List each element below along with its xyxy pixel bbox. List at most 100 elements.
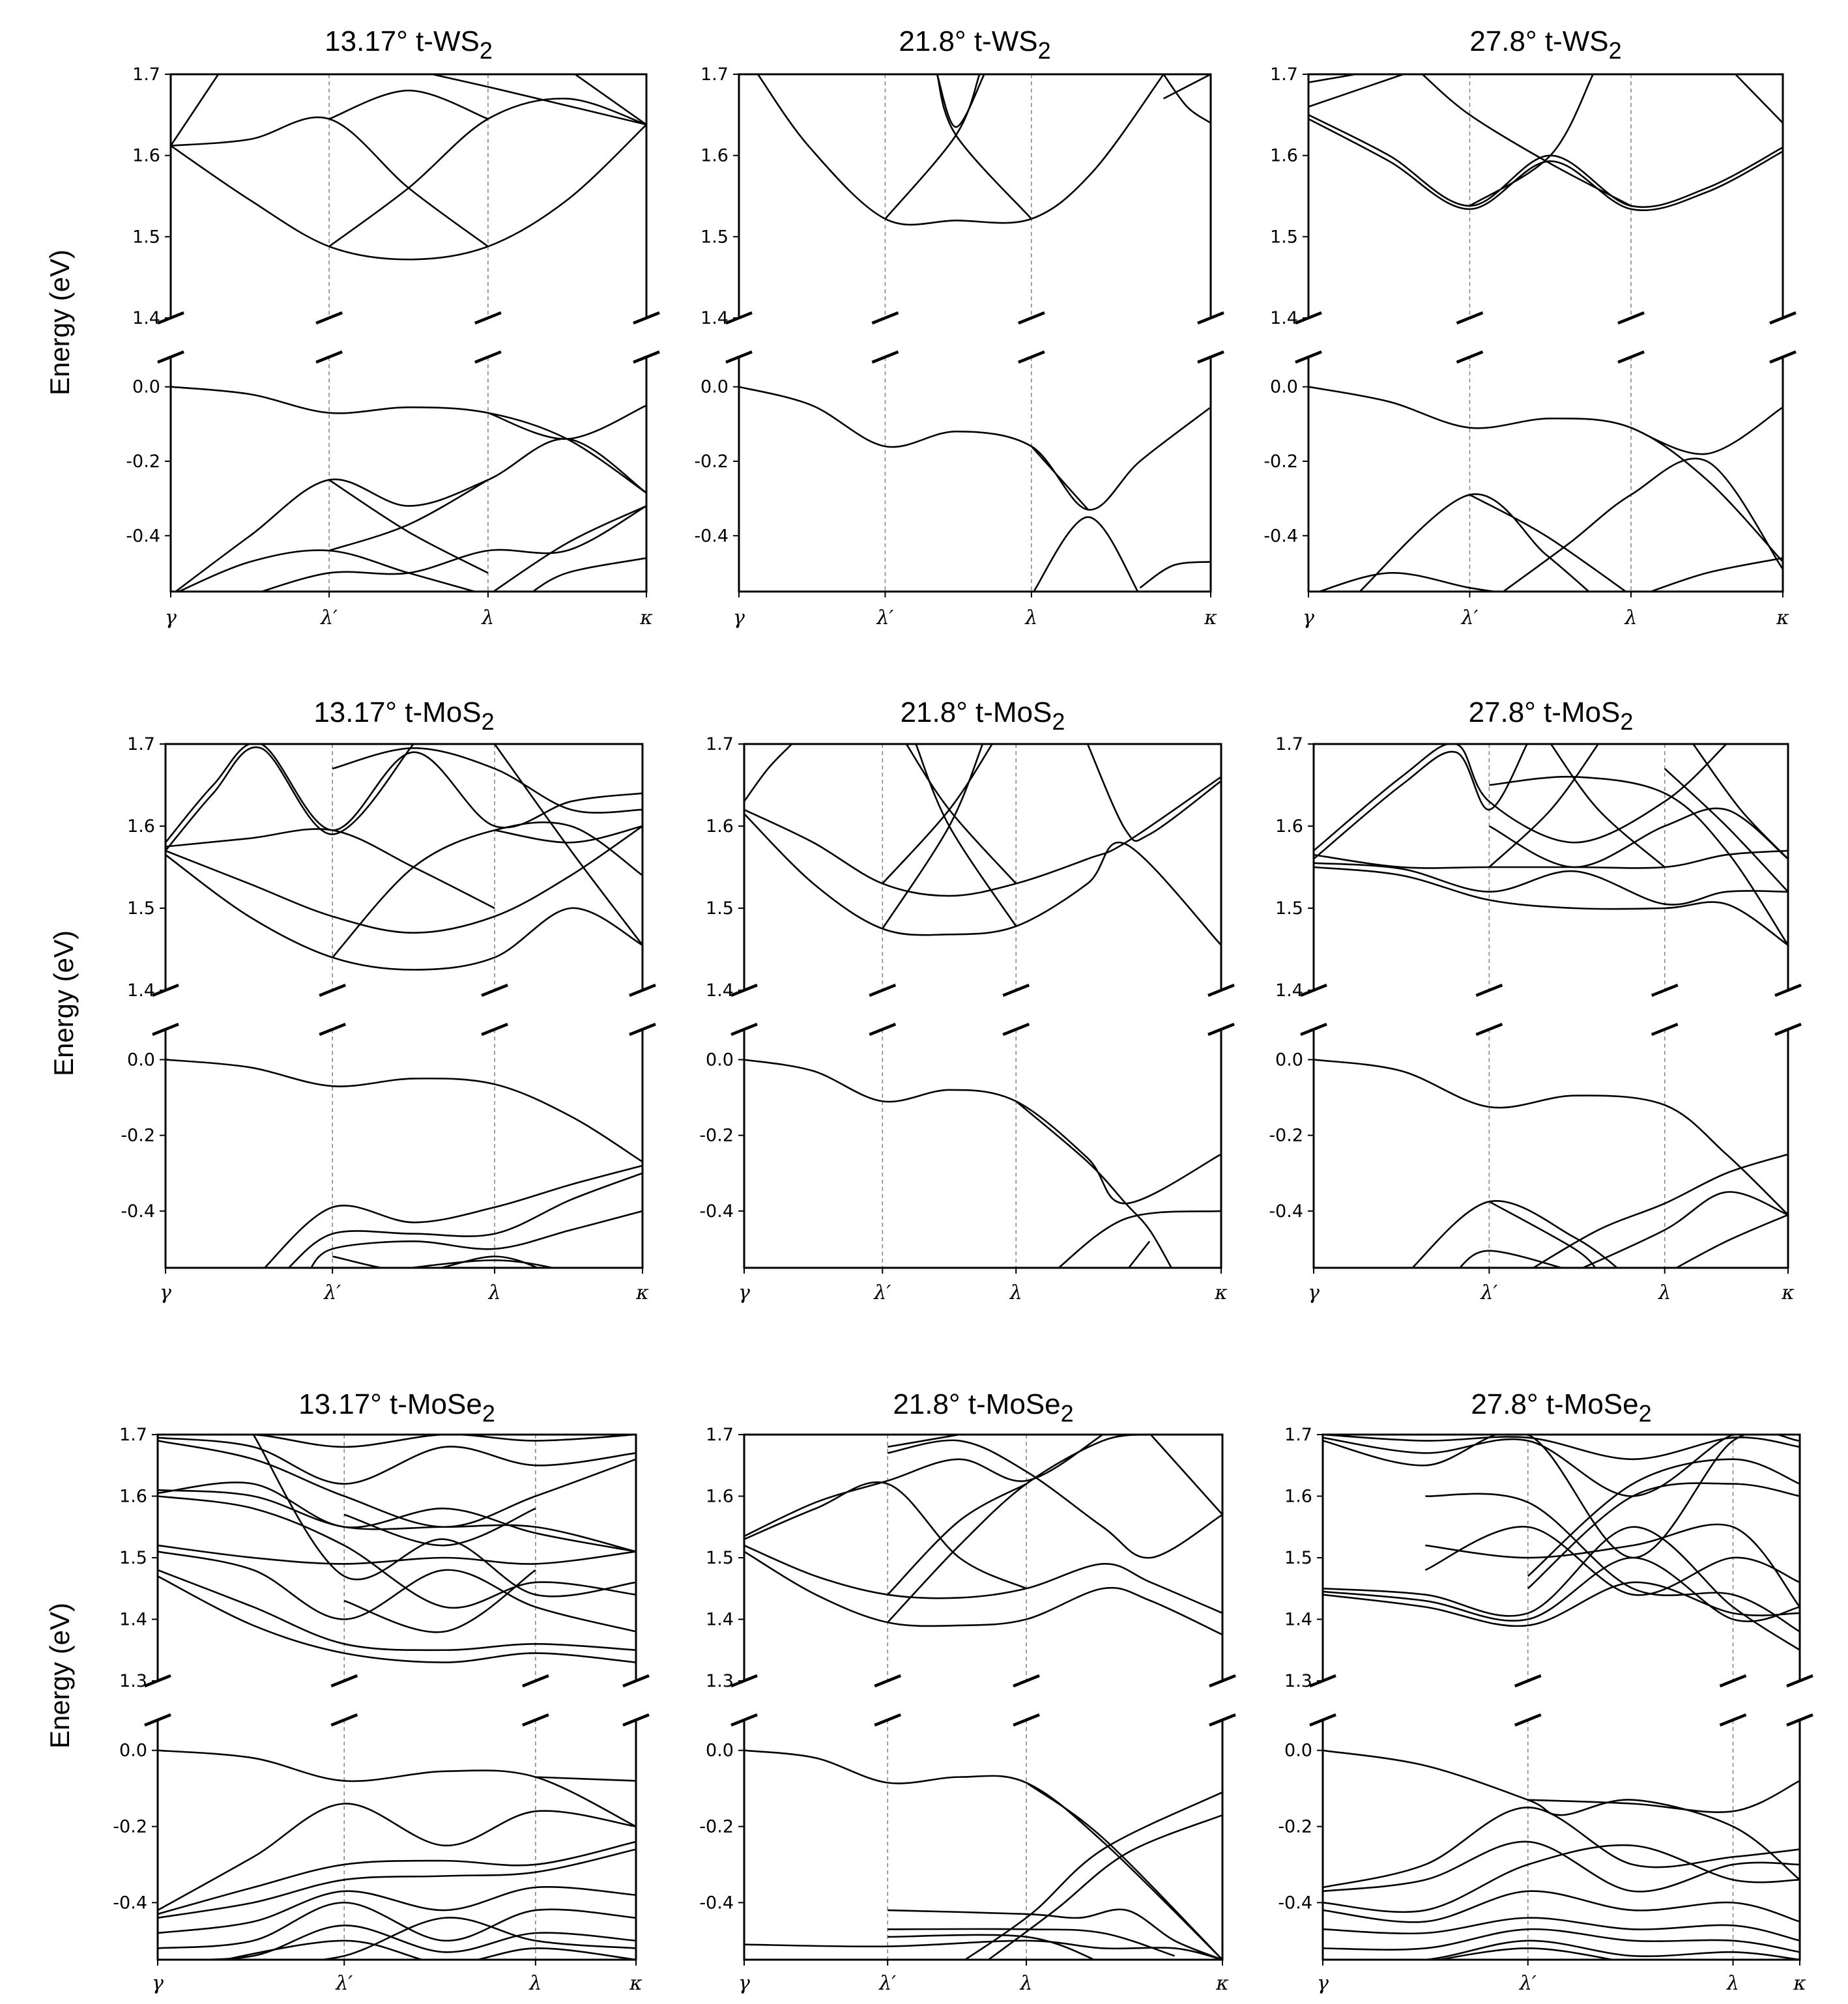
kpoint-label: λ <box>1726 1972 1739 1995</box>
valence-band-3 <box>310 1210 642 1268</box>
conduction-band-0 <box>1314 866 1788 946</box>
ytick-label-upper: 1.7 <box>132 64 160 85</box>
ylabel-row-ws2: Energy (eV) <box>44 250 75 395</box>
valence-band-1 <box>1033 516 1139 592</box>
kpoint-label: λ′ <box>323 1281 341 1304</box>
axis-break-mark-lower <box>315 350 343 364</box>
ytick-label-upper: 1.7 <box>119 1425 147 1445</box>
conduction-band-9 <box>1664 767 1788 893</box>
valence-band-5 <box>1458 1250 1565 1268</box>
ytick-label-lower: 0.0 <box>706 1741 734 1761</box>
conduction-band-0 <box>171 124 646 261</box>
conduction-band-4 <box>328 89 489 120</box>
axis-break-mark-lower <box>481 1022 508 1037</box>
panel-title: 21.8° t-WS2 <box>899 25 1050 64</box>
conduction-band-3 <box>1314 744 1727 852</box>
valence-band-2 <box>174 438 646 592</box>
conduction-band-9 <box>158 1435 636 1448</box>
conduction-band-5 <box>887 1483 1027 1596</box>
kpoint-label: κ <box>1793 1972 1806 1995</box>
valence-band-2 <box>1323 1807 1800 1889</box>
conduction-band-0 <box>744 1551 1222 1636</box>
axis-break-mark-upper <box>481 983 508 997</box>
valence-band-0 <box>739 386 1211 511</box>
ytick-label-upper: 1.5 <box>1275 898 1303 919</box>
axis-break-mark-lower <box>152 1022 179 1037</box>
conduction-band-10 <box>1527 1458 1800 1577</box>
conduction-band-6 <box>887 1439 1222 1559</box>
axis-break-mark-lower <box>622 1713 650 1727</box>
axis-break-mark-lower <box>730 1713 758 1727</box>
valence-band-group <box>1314 1059 1788 1268</box>
panel-title: 21.8° t-MoSe2 <box>893 1388 1073 1427</box>
conduction-band-4 <box>1308 74 1404 108</box>
axis-break-mark-upper <box>315 311 343 325</box>
ytick-label-upper: 1.4 <box>700 308 729 328</box>
valence-band-6 <box>1674 1214 1788 1268</box>
valence-band-3 <box>1323 1840 1800 1893</box>
title-prefix: 21.8° t- <box>899 25 991 57</box>
conduction-band-1 <box>166 825 642 934</box>
ylabel-row-mose2: Energy (eV) <box>44 1603 75 1749</box>
ytick-label-lower: 0.0 <box>127 1050 155 1070</box>
conduction-band-group <box>158 1435 636 1663</box>
conduction-band-0 <box>166 854 642 971</box>
valence-band-8 <box>1323 1940 1800 1960</box>
title-prefix: 27.8° t- <box>1469 696 1561 728</box>
title-prefix: 13.17° t- <box>298 1388 407 1420</box>
kpoint-label: γ <box>160 1281 171 1304</box>
axis-break-mark-upper <box>1475 983 1503 997</box>
panel-mos2-4: 21.8° t-MoS2 1.4 1.5 1.6 1.7 0.0 -0.2 -0.4 γ λ′ λ κ <box>699 696 1235 1304</box>
ytick-label-lower: -0.2 <box>699 1126 734 1146</box>
valence-band-group <box>744 1749 1222 1960</box>
ytick-label-upper: 1.4 <box>127 981 155 1001</box>
ytick-label-lower: 0.0 <box>119 1741 147 1761</box>
valence-band-group <box>739 386 1211 592</box>
ytick-label-lower: -0.4 <box>121 1201 155 1222</box>
conduction-band-4 <box>158 1495 636 1609</box>
ytick-label-lower: 0.0 <box>1275 1050 1303 1070</box>
ytick-label-upper: 1.5 <box>132 227 160 247</box>
title-main: MoSe <box>407 1388 482 1420</box>
ytick-label-upper: 1.5 <box>119 1548 147 1568</box>
axis-break-mark-lower <box>1769 350 1797 364</box>
lower-axes-frame <box>1307 357 1784 593</box>
axis-break-mark-lower <box>1719 1713 1747 1727</box>
upper-axes-frame <box>169 73 648 318</box>
conduction-band-2 <box>1421 74 1632 207</box>
axis-break-mark-upper <box>319 983 347 997</box>
title-prefix: 13.17° t- <box>313 696 422 728</box>
kpoint-label: γ <box>1308 1281 1320 1304</box>
ytick-label-upper: 1.6 <box>119 1487 147 1507</box>
kpoint-label: λ′ <box>873 1281 891 1304</box>
axis-break-mark-lower <box>1651 1022 1679 1037</box>
axis-break-mark-lower <box>1514 1713 1542 1727</box>
kpoint-label: γ <box>165 607 177 629</box>
panel-title: 13.17° t-MoS2 <box>313 696 494 735</box>
conduction-band-5 <box>432 74 646 126</box>
panel-ws2-0: 13.17° t-WS2 1.4 1.5 1.6 1.7 0.0 -0.2 -0.4 γ λ′ λ κ <box>126 25 660 629</box>
axis-break-mark-lower <box>629 1022 656 1037</box>
panel-mose2-8: 27.8° t-MoSe2 1.3 1.4 1.5 1.6 1.7 0.0 -0.2 -0.4 γ… <box>1278 1388 1813 1995</box>
valence-band-5 <box>888 1908 1222 1960</box>
ytick-label-lower: -0.2 <box>694 451 729 472</box>
valence-band-group <box>1308 386 1783 592</box>
panel-ws2-1: 21.8° t-WS2 1.4 1.5 1.6 1.7 0.0 -0.2 -0.4 γ λ′ λ κ <box>694 25 1224 629</box>
conduction-band-5 <box>1163 74 1211 100</box>
axis-break-mark-lower <box>1295 350 1322 364</box>
ytick-label-upper: 1.4 <box>119 1610 147 1630</box>
kpoint-label: γ <box>1317 1972 1329 1995</box>
conduction-band-5 <box>1488 807 1788 868</box>
title-subscript: 2 <box>482 1400 495 1427</box>
ytick-label-upper: 1.7 <box>706 734 734 754</box>
valence-band-5 <box>1323 1890 1800 1923</box>
valence-band-7 <box>158 1925 636 1960</box>
valence-band-4 <box>1581 1191 1788 1268</box>
axis-break-mark-lower <box>1002 1022 1030 1037</box>
ytick-label-lower: -0.2 <box>1263 451 1298 472</box>
title-subscript: 2 <box>1620 708 1633 735</box>
title-main: WS <box>1563 25 1609 57</box>
conduction-band-group <box>744 744 1221 946</box>
valence-band-group <box>171 386 646 592</box>
ytick-label-upper: 1.7 <box>700 64 729 85</box>
